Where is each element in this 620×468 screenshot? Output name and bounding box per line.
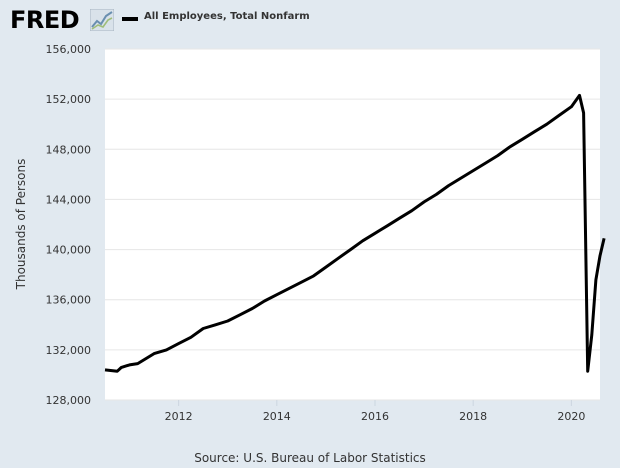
y-tick-label: 140,000	[46, 244, 92, 257]
x-tick-label: 2012	[165, 410, 193, 423]
x-tick-label: 2018	[459, 410, 487, 423]
fred-logo[interactable]: FRED	[10, 6, 80, 34]
y-axis: 128,000 132,000 136,000 140,000 144,000 148,0…	[46, 43, 92, 407]
x-tick-label: 2016	[361, 410, 389, 423]
legend-label: All Employees, Total Nonfarm	[144, 11, 310, 22]
y-tick-label: 128,000	[46, 394, 92, 407]
y-tick-label: 132,000	[46, 344, 92, 357]
x-axis: 2012 2014 2016 2018 2020	[165, 400, 585, 423]
y-axis-label: Thousands of Persons	[14, 158, 28, 290]
series-line[interactable]	[104, 93, 606, 373]
x-tick-label: 2014	[263, 410, 291, 423]
source-note: Source: U.S. Bureau of Labor Statistics	[194, 451, 426, 465]
chart-line-icon	[90, 9, 114, 31]
plot-area	[105, 49, 600, 400]
y-tick-label: 152,000	[46, 93, 92, 106]
y-tick-label: 144,000	[46, 193, 92, 206]
y-tick-label: 156,000	[46, 43, 92, 56]
y-tick-label: 148,000	[46, 143, 92, 156]
x-tick-label: 2020	[557, 410, 585, 423]
series-layer	[104, 93, 606, 373]
gridlines	[105, 48, 600, 401]
y-tick-label: 136,000	[46, 294, 92, 307]
chart-header: FRED All Employees, Total Nonfarm	[0, 0, 620, 40]
legend-swatch	[122, 17, 138, 21]
